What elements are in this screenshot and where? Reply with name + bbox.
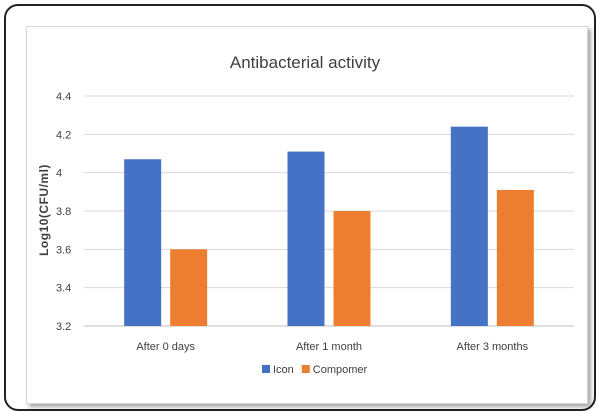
x-tick-label: After 3 months (457, 341, 529, 353)
bar-icon-1 (287, 151, 325, 326)
y-tick-label: 3.4 (56, 283, 71, 295)
bar-icon-0 (124, 159, 162, 326)
y-tick-label: 4.2 (56, 129, 71, 141)
x-tick-label: After 0 days (136, 341, 195, 353)
chart-title: Antibacterial activity (230, 53, 381, 72)
x-tick-label: After 1 month (296, 341, 362, 353)
x-axis-ticks: After 0 days After 1 month After 3 months (136, 341, 528, 353)
bar-icon-2 (450, 126, 488, 327)
legend-swatch-compomer (301, 365, 310, 373)
y-tick-label: 3.6 (56, 244, 71, 256)
bars (124, 126, 534, 327)
legend-label: Compomer (313, 364, 368, 376)
legend-label: Icon (273, 364, 294, 376)
y-tick-label: 3.8 (56, 206, 71, 218)
y-axis-label: Log10(CFU/ml) (37, 164, 51, 256)
y-tick-label: 3.2 (56, 321, 71, 333)
bar-compomer-1 (333, 211, 371, 326)
y-tick-label: 4 (56, 168, 62, 180)
bar-compomer-2 (496, 189, 534, 326)
bar-compomer-0 (170, 249, 208, 326)
legend: Icon Compomer (262, 364, 368, 376)
legend-swatch-icon (262, 365, 270, 373)
y-tick-label: 4.4 (56, 91, 71, 103)
gridlines: 3.2 3.4 3.6 3.8 4 4.2 4.4 (56, 91, 574, 333)
